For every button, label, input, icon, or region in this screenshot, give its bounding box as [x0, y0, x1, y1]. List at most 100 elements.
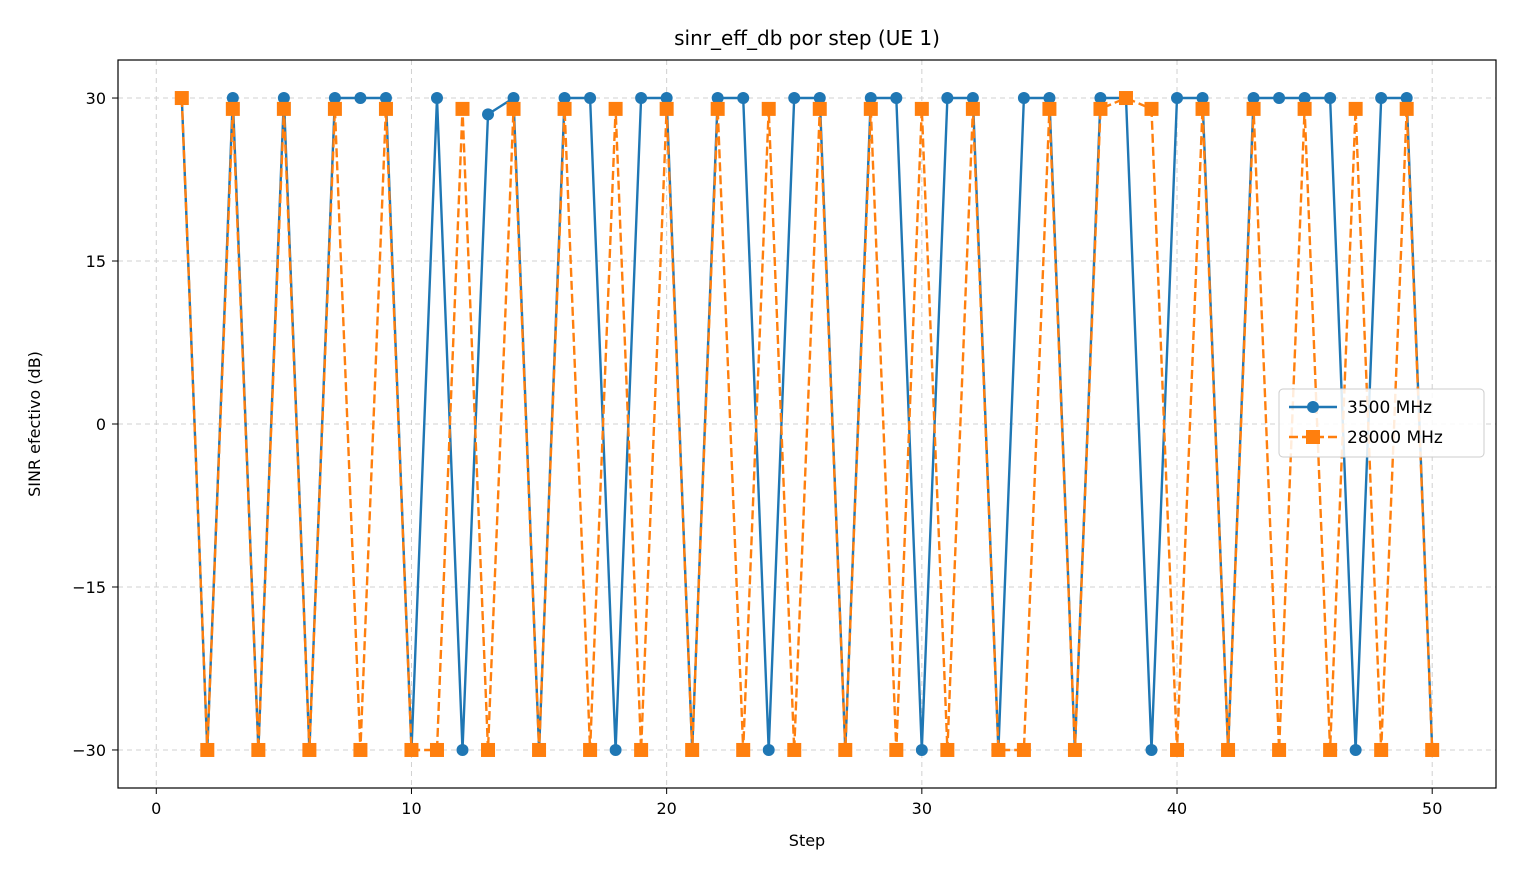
data-point [481, 742, 496, 757]
legend: 3500 MHz 28000 MHz [1278, 388, 1485, 458]
data-point [1093, 101, 1108, 116]
data-point [864, 92, 877, 105]
data-point [1375, 92, 1388, 105]
data-point [1221, 742, 1236, 757]
data-point [889, 742, 904, 757]
y-tick-label: −30 [72, 741, 106, 760]
x-tick-label: 10 [401, 799, 421, 818]
data-point [1272, 742, 1287, 757]
data-point [379, 92, 392, 105]
data-point [761, 101, 776, 116]
data-point [532, 742, 547, 757]
data-point [1017, 92, 1030, 105]
y-tick-label: −15 [72, 578, 106, 597]
y-tick-label: 0 [96, 415, 106, 434]
data-point [941, 92, 954, 105]
data-point [991, 742, 1006, 757]
data-point [482, 108, 495, 121]
data-point [1374, 742, 1389, 757]
data-point [1118, 91, 1133, 106]
data-point [456, 743, 469, 756]
x-tick-label: 20 [656, 799, 676, 818]
legend-label: 3500 MHz [1347, 398, 1432, 418]
x-tick-label: 0 [151, 799, 161, 818]
data-point [736, 742, 751, 757]
y-axis: −30 −15 0 15 30 [72, 89, 118, 760]
data-point [200, 742, 215, 757]
data-point [1246, 101, 1261, 116]
data-point [863, 101, 878, 116]
data-point [1425, 742, 1440, 757]
data-point [838, 742, 853, 757]
y-tick-label: 15 [86, 252, 106, 271]
data-point [1247, 92, 1260, 105]
data-point [302, 742, 317, 757]
data-point [1043, 92, 1056, 105]
x-tick-label: 30 [912, 799, 932, 818]
data-point [354, 92, 367, 105]
data-point [225, 101, 240, 116]
data-point [813, 92, 826, 105]
y-tick-label: 30 [86, 89, 106, 108]
x-tick-label: 50 [1422, 799, 1442, 818]
legend-item-0: 3500 MHz [1289, 398, 1432, 418]
data-point [1298, 92, 1311, 105]
legend-label: 28000 MHz [1347, 428, 1443, 448]
y-axis-label: SINR efectivo (dB) [25, 351, 44, 497]
data-point [1400, 92, 1413, 105]
data-point [940, 742, 955, 757]
legend-marker [1306, 430, 1320, 444]
data-point [1348, 101, 1363, 116]
data-point [787, 742, 802, 757]
data-point [353, 742, 368, 757]
data-point [710, 101, 725, 116]
data-point [634, 742, 649, 757]
data-point [1273, 92, 1286, 105]
data-point [404, 742, 419, 757]
data-point [277, 92, 290, 105]
data-point [685, 742, 700, 757]
data-point [609, 743, 622, 756]
chart-title: sinr_eff_db por step (UE 1) [674, 26, 940, 50]
data-point [966, 92, 979, 105]
data-point [1297, 101, 1312, 116]
data-point [276, 101, 291, 116]
data-point [558, 92, 571, 105]
data-point [660, 92, 673, 105]
data-point [1349, 743, 1362, 756]
data-point [1324, 92, 1337, 105]
data-point [327, 101, 342, 116]
data-point [1399, 101, 1414, 116]
data-point [1195, 101, 1210, 116]
data-point [737, 92, 750, 105]
data-point [812, 101, 827, 116]
series-layer [174, 91, 1440, 757]
data-point [251, 742, 266, 757]
data-point [915, 743, 928, 756]
data-point [788, 92, 801, 105]
data-point [608, 101, 623, 116]
x-tick-label: 40 [1167, 799, 1187, 818]
legend-item-1: 28000 MHz [1289, 428, 1443, 448]
series-line [180, 96, 1434, 752]
series-1 [174, 91, 1440, 757]
data-point [429, 742, 444, 757]
data-point [1170, 742, 1185, 757]
data-point [174, 91, 189, 106]
data-point [226, 92, 239, 105]
data-point [914, 101, 929, 116]
data-point [1042, 101, 1057, 116]
data-point [635, 92, 648, 105]
data-point [584, 92, 597, 105]
data-point [583, 742, 598, 757]
data-point [1323, 742, 1338, 757]
data-point [1196, 92, 1209, 105]
data-point [890, 92, 903, 105]
data-point [1171, 92, 1184, 105]
x-axis: 0 10 20 30 40 50 [151, 788, 1442, 818]
data-point [455, 101, 470, 116]
data-point [328, 92, 341, 105]
data-point [965, 101, 980, 116]
